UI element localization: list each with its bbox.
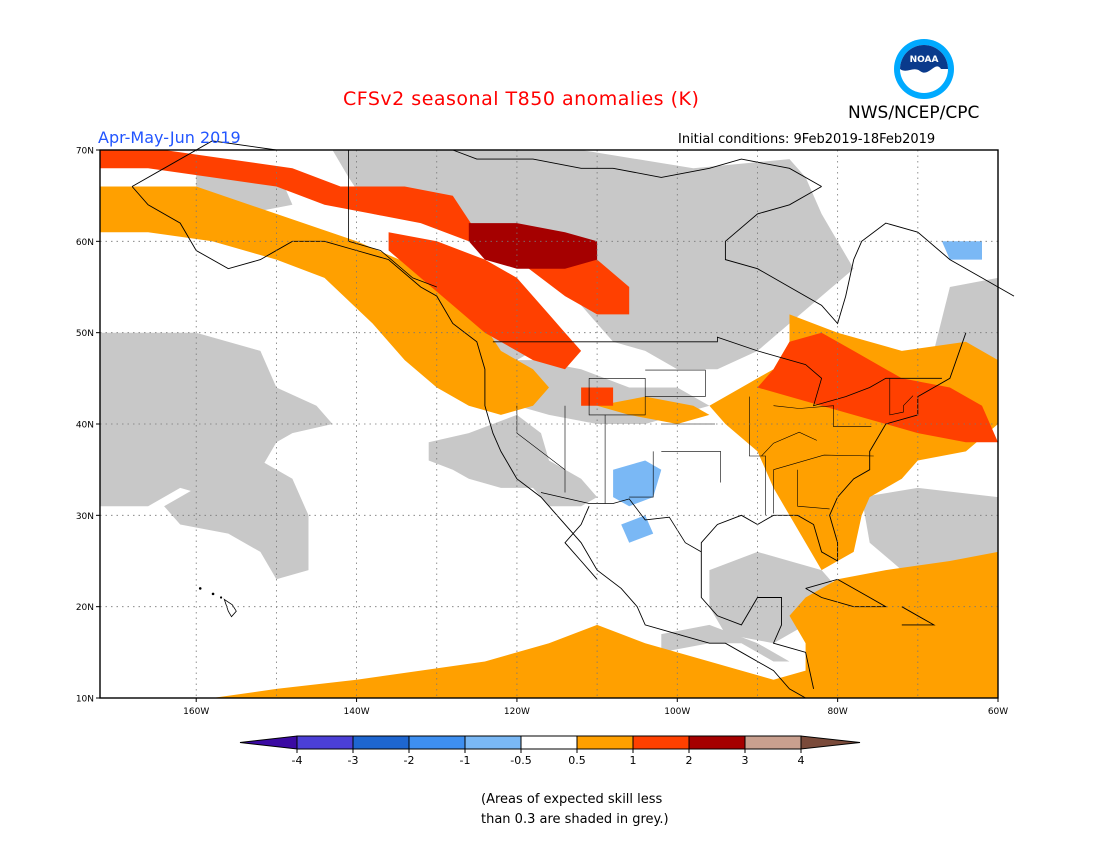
lon-tick-label: 60W bbox=[988, 707, 1008, 717]
graticule bbox=[100, 150, 998, 698]
coast-atlantic-gulf bbox=[700, 332, 967, 689]
skill-note-line-2: than 0.3 are shaded in grey.) bbox=[481, 812, 669, 827]
border-us-mexico bbox=[540, 492, 702, 553]
lon-tick-label: 120W bbox=[504, 707, 530, 717]
lat-tick-label: 60N bbox=[76, 238, 94, 248]
border-canada-us bbox=[492, 336, 942, 407]
red-region-arctic bbox=[100, 150, 630, 315]
grey-region-atlantic bbox=[861, 487, 998, 580]
orange-region-alaska-coast bbox=[100, 186, 549, 415]
island-molokai bbox=[219, 596, 223, 599]
skill-note-line-1: (Areas of expected skill less bbox=[481, 792, 663, 807]
island-hawaii bbox=[223, 598, 237, 618]
lon-tick-label: 140W bbox=[344, 707, 370, 717]
state-line bbox=[629, 451, 654, 498]
island-kauai bbox=[198, 587, 202, 590]
red-region-great-lakes bbox=[757, 332, 998, 443]
lon-tick-label: 80W bbox=[827, 707, 847, 717]
coast-baja bbox=[564, 506, 598, 580]
coast-pacific bbox=[131, 186, 806, 699]
island-oahu bbox=[211, 592, 215, 596]
orange-region-plains bbox=[597, 396, 710, 424]
grey-region-west-coast bbox=[428, 414, 598, 507]
lat-tick-label: 30N bbox=[76, 512, 94, 522]
agency-label: NWS/NCEP/CPC bbox=[848, 103, 980, 123]
season-label: Apr-May-Jun 2019 bbox=[98, 128, 241, 147]
lon-tick-label: 160W bbox=[183, 707, 209, 717]
initial-conditions-label: Initial conditions: 9Feb2019-18Feb2019 bbox=[678, 132, 936, 147]
lat-tick-label: 40N bbox=[76, 421, 94, 431]
lat-tick-label: 10N bbox=[76, 695, 94, 705]
coast-hudson-bay bbox=[724, 186, 1015, 325]
lightblue-region-labrador bbox=[941, 241, 982, 260]
state-line bbox=[645, 369, 706, 397]
orange-region-tropics bbox=[212, 551, 999, 698]
lon-tick-label: 100W bbox=[664, 707, 690, 717]
lat-tick-label: 20N bbox=[76, 603, 94, 613]
lat-tick-label: 50N bbox=[76, 329, 94, 339]
lightblue-region-mexico-north bbox=[621, 515, 654, 543]
lightblue-region-new-mexico bbox=[613, 460, 662, 507]
state-line bbox=[588, 377, 646, 416]
state-line bbox=[749, 396, 766, 516]
red-region-idaho bbox=[581, 387, 614, 406]
state-line bbox=[761, 431, 817, 457]
coast-hispaniola bbox=[901, 606, 936, 626]
logo-text: NOAA bbox=[910, 55, 939, 65]
state-line bbox=[773, 454, 874, 470]
grey-region-pacific-mid bbox=[164, 460, 309, 580]
state-line bbox=[661, 451, 721, 483]
border-alaska bbox=[348, 150, 437, 288]
page-title: CFSv2 seasonal T850 anomalies (K) bbox=[343, 88, 700, 110]
state-line bbox=[797, 469, 830, 510]
coast-arctic bbox=[452, 149, 822, 187]
grey-region-pacific-nw bbox=[100, 332, 333, 507]
noaa-logo: NOAA bbox=[894, 39, 954, 99]
state-line bbox=[889, 378, 914, 416]
lat-tick-label: 70N bbox=[76, 147, 94, 157]
darkred-region-nw-territories bbox=[468, 223, 598, 269]
state-line bbox=[773, 405, 872, 428]
